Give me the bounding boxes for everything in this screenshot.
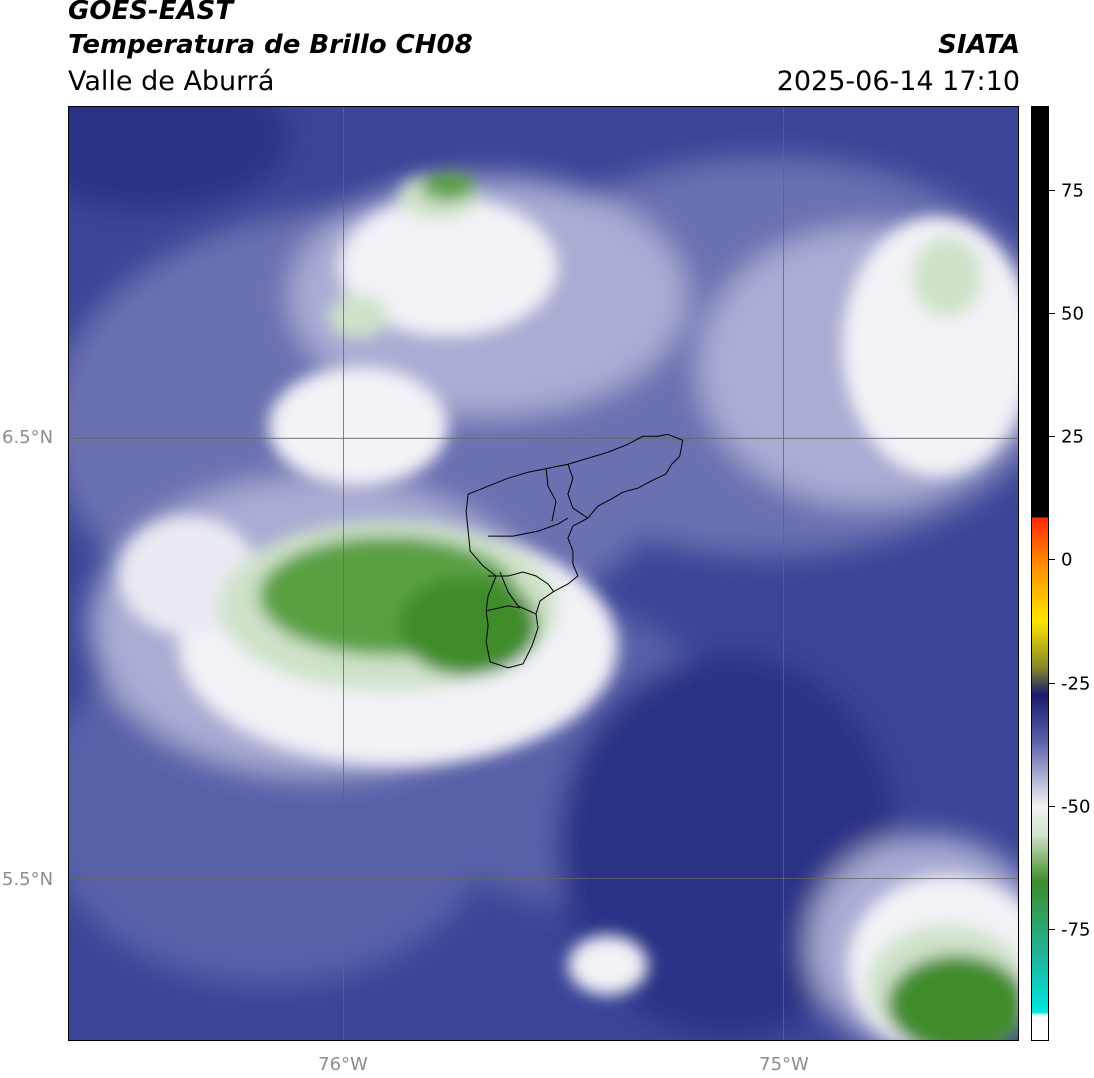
colorbar-tick [1049, 929, 1055, 930]
municipal-boundary [545, 468, 557, 522]
colorbar-tick [1049, 806, 1055, 807]
colorbar-tick-label: -25 [1061, 673, 1091, 695]
colorbar-tick-label: 0 [1061, 549, 1073, 571]
product-title: Temperatura de Brillo CH08 [68, 30, 473, 60]
convective-core [887, 955, 1018, 1040]
valle-aburra-outline [465, 433, 684, 669]
municipal-boundary [499, 571, 537, 615]
lon-tick-label: 76°W [318, 1054, 368, 1075]
temperature-colorbar [1031, 106, 1049, 1041]
lon-tick-label: 75°W [759, 1054, 809, 1075]
colorbar-tick-label: -75 [1061, 919, 1091, 941]
cold-cloud-top [328, 294, 389, 339]
datetime-label: 2025-06-14 17:10 [776, 66, 1020, 97]
lat-tick-label: 6.5°N [2, 427, 54, 448]
municipal-boundary [488, 571, 555, 593]
cloud-core [338, 196, 558, 337]
municipal-boundary [488, 517, 569, 537]
colorbar-tick [1049, 190, 1055, 191]
convective-core [420, 172, 477, 201]
colorbar-tick-label: 50 [1061, 303, 1084, 325]
colorbar-tick-label: -50 [1061, 796, 1091, 818]
municipal-boundaries [465, 433, 684, 669]
colorbar-tick [1049, 436, 1055, 437]
colorbar-tick-label: 75 [1061, 180, 1084, 202]
municipal-boundary [567, 464, 589, 519]
clear-region [69, 107, 289, 207]
map-canvas [69, 107, 1018, 1040]
lat-tick-label: 5.5°N [2, 869, 54, 890]
satellite-title: GOES-EAST [68, 0, 234, 26]
colorbar-tick [1049, 683, 1055, 684]
region-label: Valle de Aburrá [68, 66, 275, 97]
cloud-core [567, 935, 648, 996]
colorbar-tick-label: 25 [1061, 426, 1084, 448]
colorbar-tick [1049, 313, 1055, 314]
colorbar-tick [1049, 559, 1055, 560]
cold-cloud-top [912, 236, 983, 317]
brightness-temperature-map [68, 106, 1019, 1041]
municipal-boundary [486, 605, 521, 612]
cloud-core [268, 366, 449, 487]
convective-core [398, 575, 539, 676]
agency-label: SIATA [938, 30, 1020, 60]
